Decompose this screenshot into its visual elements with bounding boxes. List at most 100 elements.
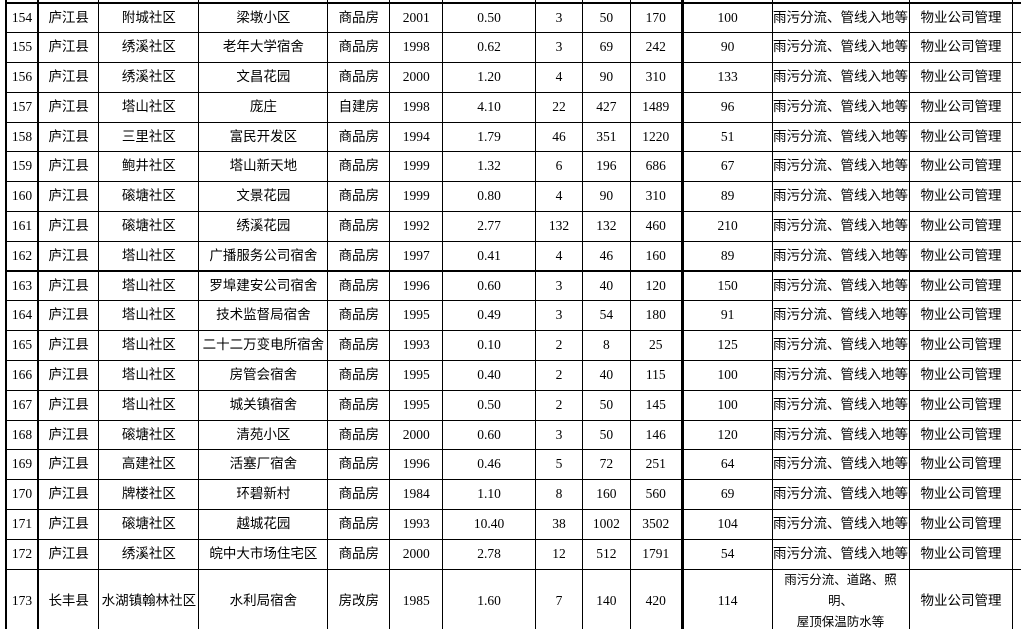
per-unit-value-cell: 133 [681,62,773,93]
table-row: 157 庐江县 塔山社区 庞庄 自建房 1998 4.10 22 427 1489 96 雨污分流、管… [5,91,1021,123]
population-cell: 160 [629,240,684,272]
renovation-content-cell: 雨污分流、管线入地等 [771,538,910,570]
per-unit-value-cell: 64 [681,449,773,481]
building-count-cell: 3 [534,270,583,302]
management-mode-cell: 物业公司管理 [908,270,1014,302]
per-unit-value-cell: 100 [681,2,773,34]
community-cell: 塔山社区 [98,330,200,362]
per-unit-value-cell: 89 [681,240,773,272]
build-year-cell: 1998 [389,32,444,64]
population-cell: 115 [629,360,684,391]
per-unit-value-cell: 114 [681,568,773,629]
row-number-cell: 162 [5,240,39,272]
building-count-cell: 2 [534,360,583,391]
area-cell: 0.40 [442,360,536,391]
building-count-cell: 7 [534,568,583,629]
row-number-cell: 167 [5,389,39,421]
housing-type-cell: 商品房 [327,479,391,511]
table-row: 169 庐江县 高建社区 活塞厂宿舍 商品房 1996 0.46 5 72 251 64 雨污分流、管… [5,449,1021,481]
clipped-cell [1012,2,1021,34]
renovation-content-cell: 雨污分流、管线入地等 [771,449,910,481]
county-cell: 庐江县 [37,32,100,64]
table-row: 161 庐江县 磙塘社区 绣溪花园 商品房 1992 2.77 132 132 460 210 雨污分… [5,211,1021,242]
area-cell: 0.50 [442,2,536,34]
household-count-cell: 54 [581,300,631,332]
row-number-cell: 170 [5,479,39,511]
table-row: 168 庐江县 磙塘社区 清苑小区 商品房 2000 0.60 3 50 146 120 雨污分流、管… [5,419,1021,451]
build-year-cell: 1996 [389,449,444,481]
household-count-cell: 46 [581,240,631,272]
building-count-cell: 38 [534,509,583,540]
county-cell: 庐江县 [37,270,100,302]
building-count-cell: 5 [534,449,583,481]
build-year-cell: 1999 [389,181,444,213]
renovation-content-cell: 雨污分流、管线入地等 [771,419,910,451]
building-count-cell: 4 [534,62,583,93]
household-count-cell: 1002 [581,509,631,540]
household-count-cell: 50 [581,2,631,34]
renovation-content-cell: 雨污分流、管线入地等 [771,300,910,332]
renovation-content-cell: 雨污分流、管线入地等 [771,181,910,213]
build-year-cell: 2001 [389,2,444,34]
building-count-cell: 22 [534,91,583,123]
building-count-cell: 6 [534,151,583,183]
per-unit-value-cell: 104 [681,509,773,540]
per-unit-value-cell: 69 [681,479,773,511]
housing-type-cell: 商品房 [327,240,391,272]
renovation-content-cell: 雨污分流、管线入地等 [771,91,910,123]
clipped-cell [1012,360,1021,391]
community-cell: 牌楼社区 [98,479,200,511]
area-cell: 1.60 [442,568,536,629]
management-mode-cell: 物业公司管理 [908,389,1014,421]
per-unit-value-cell: 100 [681,360,773,391]
renovation-content-cell: 雨污分流、管线入地等 [771,479,910,511]
build-year-cell: 1985 [389,568,444,629]
renovation-content-cell: 雨污分流、管线入地等 [771,509,910,540]
per-unit-value-cell: 67 [681,151,773,183]
building-count-cell: 4 [534,181,583,213]
area-cell: 2.78 [442,538,536,570]
build-year-cell: 1995 [389,389,444,421]
residential-area-name-cell: 皖中大市场住宅区 [198,538,329,570]
housing-type-cell: 商品房 [327,121,391,153]
building-count-cell: 2 [534,389,583,421]
clipped-cell [1012,389,1021,421]
residential-area-name-cell: 老年大学宿舍 [198,32,329,64]
row-number-cell: 166 [5,360,39,391]
per-unit-value-cell: 54 [681,538,773,570]
row-number-cell: 173 [5,568,39,629]
renovation-content-cell: 雨污分流、管线入地等 [771,2,910,34]
population-cell: 3502 [629,509,684,540]
county-cell: 庐江县 [37,389,100,421]
residential-area-name-cell: 广播服务公司宿舍 [198,240,329,272]
table-row: 159 庐江县 鲍井社区 塔山新天地 商品房 1999 1.32 6 196 686 67 雨污分流、… [5,151,1021,183]
management-mode-cell: 物业公司管理 [908,32,1014,64]
building-count-cell: 2 [534,330,583,362]
housing-type-cell: 商品房 [327,270,391,302]
housing-type-cell: 商品房 [327,300,391,332]
residential-area-name-cell: 活塞厂宿舍 [198,449,329,481]
row-number-cell: 169 [5,449,39,481]
county-cell: 庐江县 [37,509,100,540]
renovation-content-cell: 雨污分流、管线入地等 [771,389,910,421]
county-cell: 庐江县 [37,240,100,272]
management-mode-cell: 物业公司管理 [908,240,1014,272]
community-cell: 塔山社区 [98,270,200,302]
build-year-cell: 2000 [389,538,444,570]
county-cell: 庐江县 [37,91,100,123]
residential-area-name-cell: 房管会宿舍 [198,360,329,391]
population-cell: 310 [629,62,684,93]
housing-type-cell: 房改房 [327,568,391,629]
housing-type-cell: 商品房 [327,151,391,183]
building-count-cell: 3 [534,32,583,64]
community-cell: 高建社区 [98,449,200,481]
household-count-cell: 351 [581,121,631,153]
population-cell: 460 [629,211,684,242]
row-number-cell: 157 [5,91,39,123]
management-mode-cell: 物业公司管理 [908,568,1014,629]
area-cell: 10.40 [442,509,536,540]
area-cell: 0.62 [442,32,536,64]
management-mode-cell: 物业公司管理 [908,509,1014,540]
community-cell: 塔山社区 [98,300,200,332]
table-row: 167 庐江县 塔山社区 城关镇宿舍 商品房 1995 0.50 2 50 145 100 雨污分流、… [5,389,1021,421]
